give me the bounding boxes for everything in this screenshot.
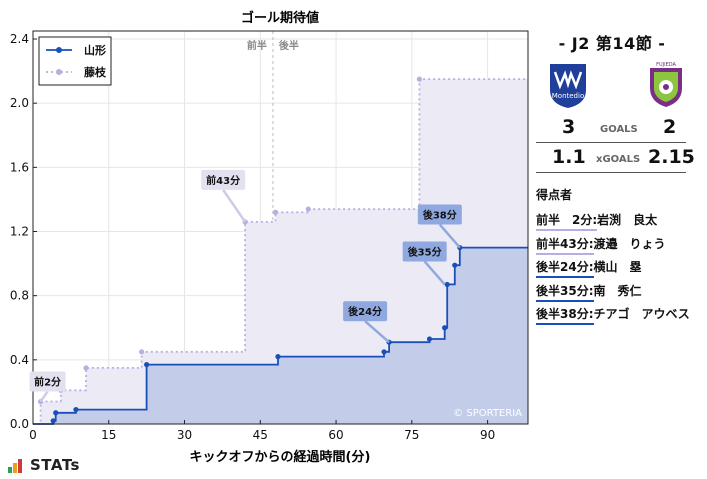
y-tick-label: 0.8	[10, 289, 29, 303]
series-point	[144, 362, 150, 368]
divider	[536, 142, 686, 143]
series-point	[272, 209, 279, 215]
series-point	[73, 406, 79, 413]
x-tick-label: 45	[253, 428, 268, 442]
scorers-title: 得点者	[536, 188, 573, 202]
annotation-leader	[438, 223, 461, 249]
annotation-label: 前43分	[206, 174, 240, 187]
scorer-row: 後半35分:南 秀仁	[536, 282, 642, 304]
annotation-label: 後35分	[408, 245, 442, 258]
x-tick-label: 0	[29, 428, 37, 442]
annotation-label: 後38分	[423, 209, 457, 222]
match-panel: - J2 第14節 - Montedio FUJIEDA 3 GOALS 2 1…	[532, 0, 707, 479]
series-point	[305, 206, 311, 212]
scorer-row: 後半38分:チアゴ アウベス	[536, 305, 690, 327]
legend-box	[38, 36, 112, 86]
match-title: - J2 第14節 -	[558, 34, 666, 53]
away-crest: FUJIEDA	[644, 60, 688, 110]
home-goals: 3	[562, 116, 576, 138]
y-tick-label: 2.0	[10, 96, 29, 110]
scorer-name: 岩渕 良太	[597, 213, 658, 227]
series-point	[50, 418, 56, 424]
annotation-leader	[423, 260, 446, 286]
series-area	[33, 247, 528, 424]
annotation-leader	[39, 390, 49, 403]
scorer-row: 後半24分:横山 塁	[536, 258, 642, 280]
annotation-box	[343, 301, 388, 322]
annotation-box	[417, 204, 462, 225]
series-point	[444, 281, 450, 288]
away-goals: 2	[663, 116, 677, 138]
divider	[536, 172, 686, 173]
area-layer	[33, 79, 528, 424]
series-point	[83, 365, 89, 371]
y-tick-label: 2.4	[10, 32, 29, 46]
scorer-row: 前半43分:渡邉 りょう	[536, 235, 666, 257]
scorer-time: 後半24分:	[536, 258, 594, 278]
annotation-leader	[364, 320, 390, 344]
scorer-name: 渡邉 りょう	[593, 236, 666, 251]
x-axis-label: キックオフからの経過時間(分)	[190, 449, 371, 465]
second-half-label: 後半	[279, 39, 299, 52]
annotation-box	[29, 371, 66, 392]
scorer-name: 南 秀仁	[593, 283, 642, 298]
x-tick-label: 15	[101, 428, 116, 442]
series-point	[452, 262, 458, 268]
series-point	[53, 410, 59, 416]
away-xg: 2.15	[648, 146, 695, 168]
first-half-label: 前半	[247, 39, 267, 52]
plot-frame	[32, 30, 529, 425]
annotation-label: 前2分	[34, 376, 61, 389]
scorer-row: 前半 2分:岩渕 良太	[536, 211, 657, 233]
goals-row: 3 GOALS 2	[532, 116, 707, 144]
series-line	[33, 78, 528, 425]
home-xg: 1.1	[552, 146, 586, 168]
series-area	[33, 79, 528, 424]
stats-logo-text: STATs	[30, 456, 80, 474]
home-crest-text: Montedio	[552, 92, 584, 100]
x-tick-label: 90	[480, 428, 495, 442]
series-point	[138, 349, 145, 355]
away-crest-text: FUJIEDA	[656, 62, 676, 68]
xg-label: xGOALS	[596, 154, 641, 165]
annotation-label: 後24分	[348, 305, 382, 318]
series-point	[381, 349, 387, 355]
xg-row: 1.1 xGOALS 2.15	[532, 146, 707, 174]
scorer-time: 後半38分:	[536, 305, 594, 325]
legend-marker	[56, 69, 62, 75]
annotation-box	[201, 169, 246, 190]
goals-label: GOALS	[600, 124, 638, 135]
home-crest: Montedio	[546, 60, 590, 110]
series-point	[442, 325, 448, 331]
chart-title: ゴール期待値	[241, 10, 319, 26]
series-point	[416, 76, 423, 82]
legend-label: 山形	[84, 43, 106, 57]
scorer-time: 前半43分:	[536, 235, 594, 255]
annotation-leader	[222, 189, 247, 223]
watermark: © SPORTERIA	[453, 408, 522, 419]
y-tick-label: 1.2	[10, 225, 29, 239]
scorer-name: 横山 塁	[593, 260, 642, 274]
series-point	[275, 354, 281, 360]
legend-marker	[56, 47, 62, 53]
scorer-time: 後半35分:	[536, 282, 594, 302]
scorer-name: チアゴ アウベス	[593, 307, 690, 321]
legend-label: 藤枝	[84, 65, 107, 79]
x-tick-label: 60	[328, 428, 343, 442]
y-tick-label: 0.0	[10, 417, 29, 431]
x-tick-label: 75	[404, 428, 419, 442]
annotation-box	[402, 241, 447, 262]
stats-logo-icon	[8, 459, 26, 473]
axis-layer: 0 15 30 45 60 75 90 0.0 0.4 0.8 1.2 1.6 2.0 2.4	[10, 30, 529, 442]
y-tick-label: 1.6	[10, 160, 29, 174]
x-tick-label: 30	[177, 428, 192, 442]
scorer-time: 前半 2分:	[536, 211, 598, 231]
y-tick-label: 0.4	[10, 353, 29, 367]
series-point	[426, 336, 433, 342]
